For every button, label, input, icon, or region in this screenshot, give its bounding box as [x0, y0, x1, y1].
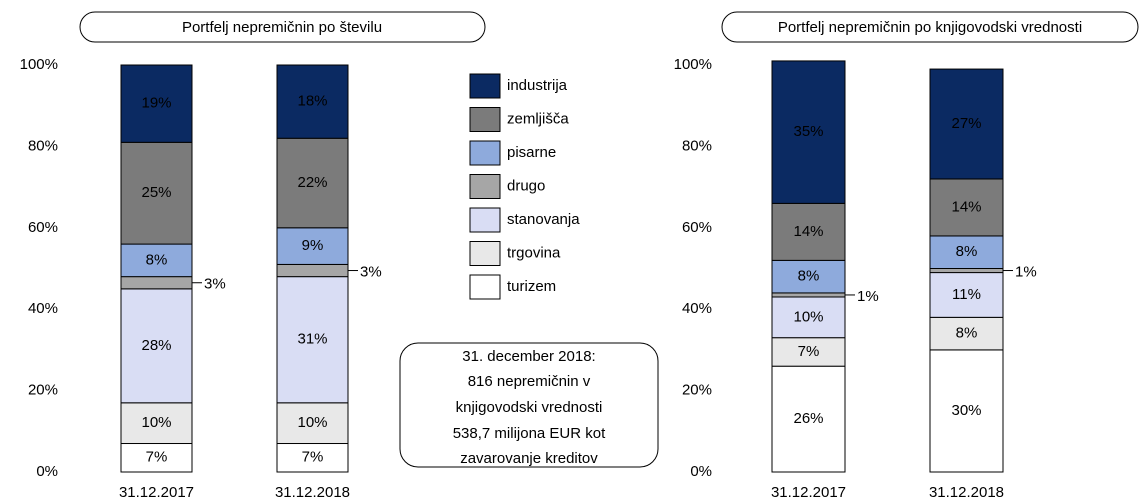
data-label: 7% — [146, 449, 168, 466]
y-tick-label: 100% — [20, 56, 58, 73]
x-tick-label: 31.12.2018 — [275, 484, 350, 501]
note-line: zavarovanje kreditov — [460, 450, 598, 467]
data-label: 8% — [146, 251, 168, 268]
y-tick-label: 20% — [28, 382, 58, 399]
data-label: 35% — [793, 123, 823, 140]
bar-segment — [276, 402, 349, 445]
bar-segment — [929, 235, 1004, 270]
data-label: 8% — [956, 243, 978, 260]
note-line: 538,7 milijona EUR kot — [453, 425, 606, 442]
bar-segment — [929, 272, 1004, 318]
data-label: 14% — [951, 198, 981, 215]
bar-segment — [929, 68, 1004, 180]
y-tick-label: 80% — [28, 137, 58, 154]
x-tick-label: 31.12.2017 — [771, 484, 846, 501]
data-label: 9% — [302, 237, 324, 254]
bar-segment — [276, 227, 349, 265]
bar-segment — [771, 296, 846, 339]
legend-swatch — [469, 274, 501, 300]
data-label: 10% — [297, 414, 327, 431]
chart-title: Portfelj nepremičnin po knjigovodski vre… — [778, 19, 1082, 36]
data-label: 22% — [297, 174, 327, 191]
data-label: 28% — [141, 337, 171, 354]
x-tick-label: 31.12.2018 — [929, 484, 1004, 501]
x-tick-label: 31.12.2017 — [119, 484, 194, 501]
data-label: 31% — [297, 331, 327, 348]
data-label: 1% — [1015, 264, 1037, 281]
bar-segment — [276, 263, 349, 278]
legend-label: trgovina — [507, 244, 561, 261]
note-line: knjigovodski vrednosti — [456, 399, 603, 416]
bar-segment — [120, 243, 193, 278]
bar-segment — [276, 64, 349, 139]
data-label: 10% — [141, 414, 171, 431]
note-box — [399, 342, 659, 468]
bar-segment — [771, 292, 846, 298]
y-tick-label: 0% — [36, 463, 58, 480]
legend-label: industrija — [507, 77, 568, 94]
legend-swatch — [469, 174, 501, 199]
legend-swatch — [469, 207, 501, 233]
legend-label: turizem — [507, 278, 556, 295]
data-label: 18% — [297, 93, 327, 110]
bar-segment — [120, 402, 193, 445]
data-label: 26% — [793, 410, 823, 427]
y-tick-label: 40% — [28, 300, 58, 317]
data-label: 7% — [302, 449, 324, 466]
bar-segment — [120, 276, 193, 290]
legend-swatch — [469, 73, 501, 99]
bar-segment — [771, 202, 846, 261]
data-label: 27% — [951, 115, 981, 132]
y-tick-label: 60% — [28, 219, 58, 236]
bar-segment — [120, 288, 193, 404]
y-tick-label: 0% — [690, 463, 712, 480]
legend-label: stanovanja — [507, 211, 580, 228]
y-tick-label: 60% — [682, 219, 712, 236]
y-tick-label: 100% — [674, 56, 712, 73]
data-label: 8% — [798, 268, 820, 285]
data-label: 25% — [141, 184, 171, 201]
y-tick-label: 80% — [682, 137, 712, 154]
y-tick-label: 20% — [682, 382, 712, 399]
bar-segment — [276, 276, 349, 404]
legend-swatch — [469, 140, 501, 166]
data-label: 7% — [798, 343, 820, 360]
title-box — [721, 11, 1139, 43]
bar-segment — [276, 443, 349, 473]
legend-label: zemljišča — [507, 110, 569, 127]
bar-segment — [276, 137, 349, 229]
note-line: 31. december 2018: — [462, 348, 595, 365]
title-box — [79, 11, 486, 43]
chart-title: Portfelj nepremičnin po številu — [182, 19, 382, 36]
y-tick-label: 40% — [682, 300, 712, 317]
legend-label: pisarne — [507, 144, 556, 161]
legend-label: drugo — [507, 177, 545, 194]
bar-segment — [120, 141, 193, 245]
bar-segment — [771, 60, 846, 204]
data-label: 19% — [141, 95, 171, 112]
bar-segment — [771, 365, 846, 473]
bar-segment — [120, 64, 193, 143]
data-label: 1% — [857, 288, 879, 305]
data-label: 11% — [952, 286, 981, 303]
data-label: 14% — [793, 223, 823, 240]
data-label: 30% — [951, 402, 981, 419]
data-label: 8% — [956, 325, 978, 342]
bar-segment — [929, 178, 1004, 237]
note-line: 816 nepremičnin v — [468, 373, 591, 390]
bar-segment — [929, 349, 1004, 473]
legend-swatch — [469, 107, 501, 132]
data-label: 10% — [793, 308, 823, 325]
bar-segment — [929, 268, 1004, 274]
bar-segment — [771, 259, 846, 294]
data-label: 3% — [204, 276, 226, 293]
legend-swatch — [469, 241, 501, 266]
data-label: 3% — [360, 264, 382, 281]
